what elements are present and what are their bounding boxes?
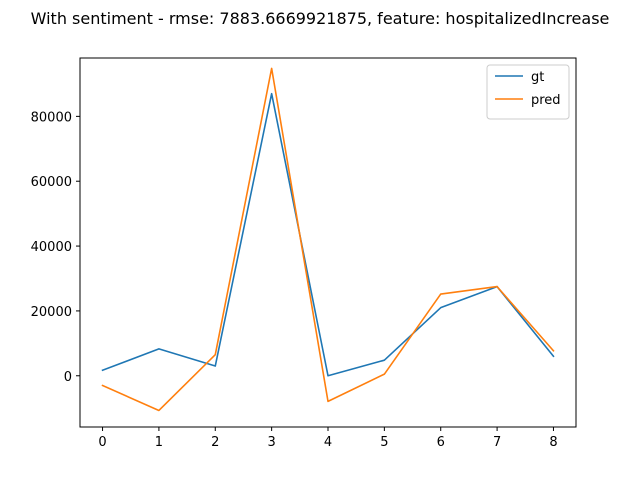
legend: gt pred — [486, 64, 570, 120]
legend-label-gt: gt — [531, 70, 544, 85]
y-tick-label: 20000 — [31, 305, 72, 320]
legend-box — [486, 64, 570, 120]
x-tick-label: 5 — [380, 435, 388, 450]
series-layer — [101, 67, 555, 412]
x-tick-label: 8 — [549, 435, 557, 450]
x-tick-label: 3 — [267, 435, 275, 450]
x-tick-label: 2 — [211, 435, 219, 450]
chart-title: With sentiment - rmse: 7883.6669921875, … — [31, 9, 610, 28]
legend-label-pred: pred — [531, 93, 561, 108]
y-tick-label: 80000 — [31, 110, 72, 125]
x-axis: 0 1 2 3 4 5 6 7 8 — [98, 427, 558, 450]
x-tick-label: 1 — [155, 435, 163, 450]
x-tick-label: 6 — [437, 435, 445, 450]
y-tick-label: 0 — [64, 370, 72, 385]
series-line-gt — [101, 92, 555, 377]
x-tick-label: 7 — [493, 435, 501, 450]
series-line-pred — [101, 67, 555, 412]
y-tick-label: 60000 — [31, 175, 72, 190]
x-tick-label: 0 — [98, 435, 106, 450]
x-tick-label: 4 — [324, 435, 332, 450]
y-axis: 0 20000 40000 60000 80000 — [31, 110, 80, 385]
y-tick-label: 40000 — [31, 240, 72, 255]
